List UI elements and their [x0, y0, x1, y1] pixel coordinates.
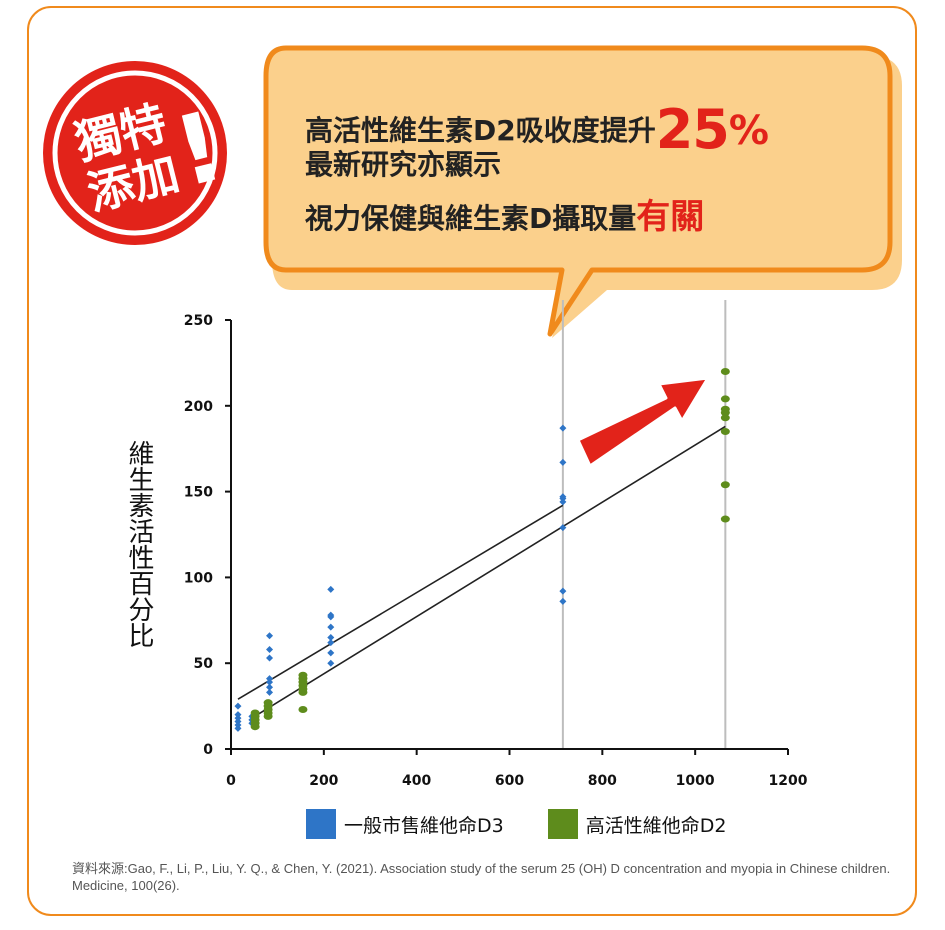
point-d3-20 [327, 623, 335, 631]
x-tick-label-5: 1000 [676, 773, 715, 789]
trend-line-1 [251, 425, 726, 719]
legend-swatch-d3 [306, 809, 336, 839]
callout-line2: 最新研究亦顯示 [305, 148, 502, 181]
legend-label-d3: 一般市售維他命D3 [344, 814, 504, 837]
y-tick-label-4: 200 [184, 399, 213, 415]
callout-bubble [263, 45, 902, 338]
legend-item-d3: 一般市售維他命D3 [306, 809, 504, 839]
point-d3-23 [327, 585, 335, 593]
point-d3-30 [559, 458, 567, 466]
y-tick-label-0: 0 [203, 742, 213, 758]
legend-swatch-d2 [547, 809, 578, 839]
point-d3-14 [266, 645, 274, 653]
point-d3-16 [327, 659, 335, 667]
point-d2-20 [720, 414, 730, 422]
callout-line3: 視力保健與維生素D攝取量有關 [305, 189, 704, 238]
point-d3-19 [327, 633, 335, 641]
point-d3-15 [266, 632, 274, 640]
point-d3-10 [266, 683, 274, 691]
badge: 獨特 添加 ! [43, 61, 230, 245]
x-tick-label-0: 0 [226, 773, 236, 789]
point-d3-29 [559, 493, 567, 501]
y-tick-label-2: 100 [184, 570, 213, 586]
point-d2-4 [250, 709, 260, 717]
callout-shape [263, 45, 893, 337]
callout-line1: 高活性維生素D2吸收度提升25% [305, 98, 769, 161]
badge-circle [43, 61, 227, 245]
point-d3-17 [327, 649, 335, 657]
x-tick-label-4: 800 [588, 773, 617, 789]
point-d3-9 [266, 688, 274, 696]
point-d3-25 [559, 587, 567, 595]
point-d3-12 [266, 675, 274, 683]
trend-line-0 [237, 504, 564, 700]
badge-ring [52, 70, 218, 236]
legend: 一般市售維他命D3 高活性維他命D2 [306, 808, 770, 840]
legend-label-d2: 高活性維他命D2 [585, 814, 727, 837]
callout-line3-text: 視力保健與維生素D攝取量 [305, 202, 637, 235]
legend-item-d2: 高活性維他命D2 [547, 809, 727, 839]
trend-arrow [576, 376, 710, 468]
point-d2-10 [298, 706, 308, 714]
x-tick-label-3: 600 [495, 773, 524, 789]
x-tick-label-1: 200 [309, 773, 338, 789]
point-d3-26 [559, 524, 567, 532]
point-d3-18 [327, 639, 335, 647]
point-d2-17 [720, 515, 730, 523]
point-d3-13 [266, 654, 274, 662]
point-d3-4 [234, 711, 242, 719]
point-d3-24 [559, 597, 567, 605]
point-d2-9 [263, 699, 273, 707]
callout-line1-text: 高活性維生素D2吸收度提升 [305, 114, 656, 147]
callout-percent-unit: % [728, 108, 769, 154]
point-d3-5 [234, 702, 242, 710]
point-d3-22 [327, 611, 335, 619]
point-d3-31 [559, 424, 567, 432]
x-tick-label-6: 1200 [769, 773, 808, 789]
y-tick-label-1: 50 [194, 656, 214, 672]
point-d2-23 [720, 395, 730, 403]
y-axis-label: 維生素活性百分比 [124, 440, 154, 648]
source-citation: 資料來源:Gao, F., Li, P., Liu, Y. Q., & Chen… [72, 861, 891, 893]
y-tick-label-3: 150 [184, 485, 213, 501]
point-d2-22 [720, 405, 730, 413]
callout-percent-value: 25 [655, 98, 730, 161]
point-d2-16 [298, 671, 308, 679]
point-d2-24 [720, 367, 730, 375]
y-tick-label-5: 250 [184, 313, 213, 329]
point-d2-19 [720, 428, 730, 436]
callout-emphasis: 有關 [636, 197, 705, 237]
x-tick-label-2: 400 [402, 773, 431, 789]
point-d2-18 [720, 481, 730, 489]
